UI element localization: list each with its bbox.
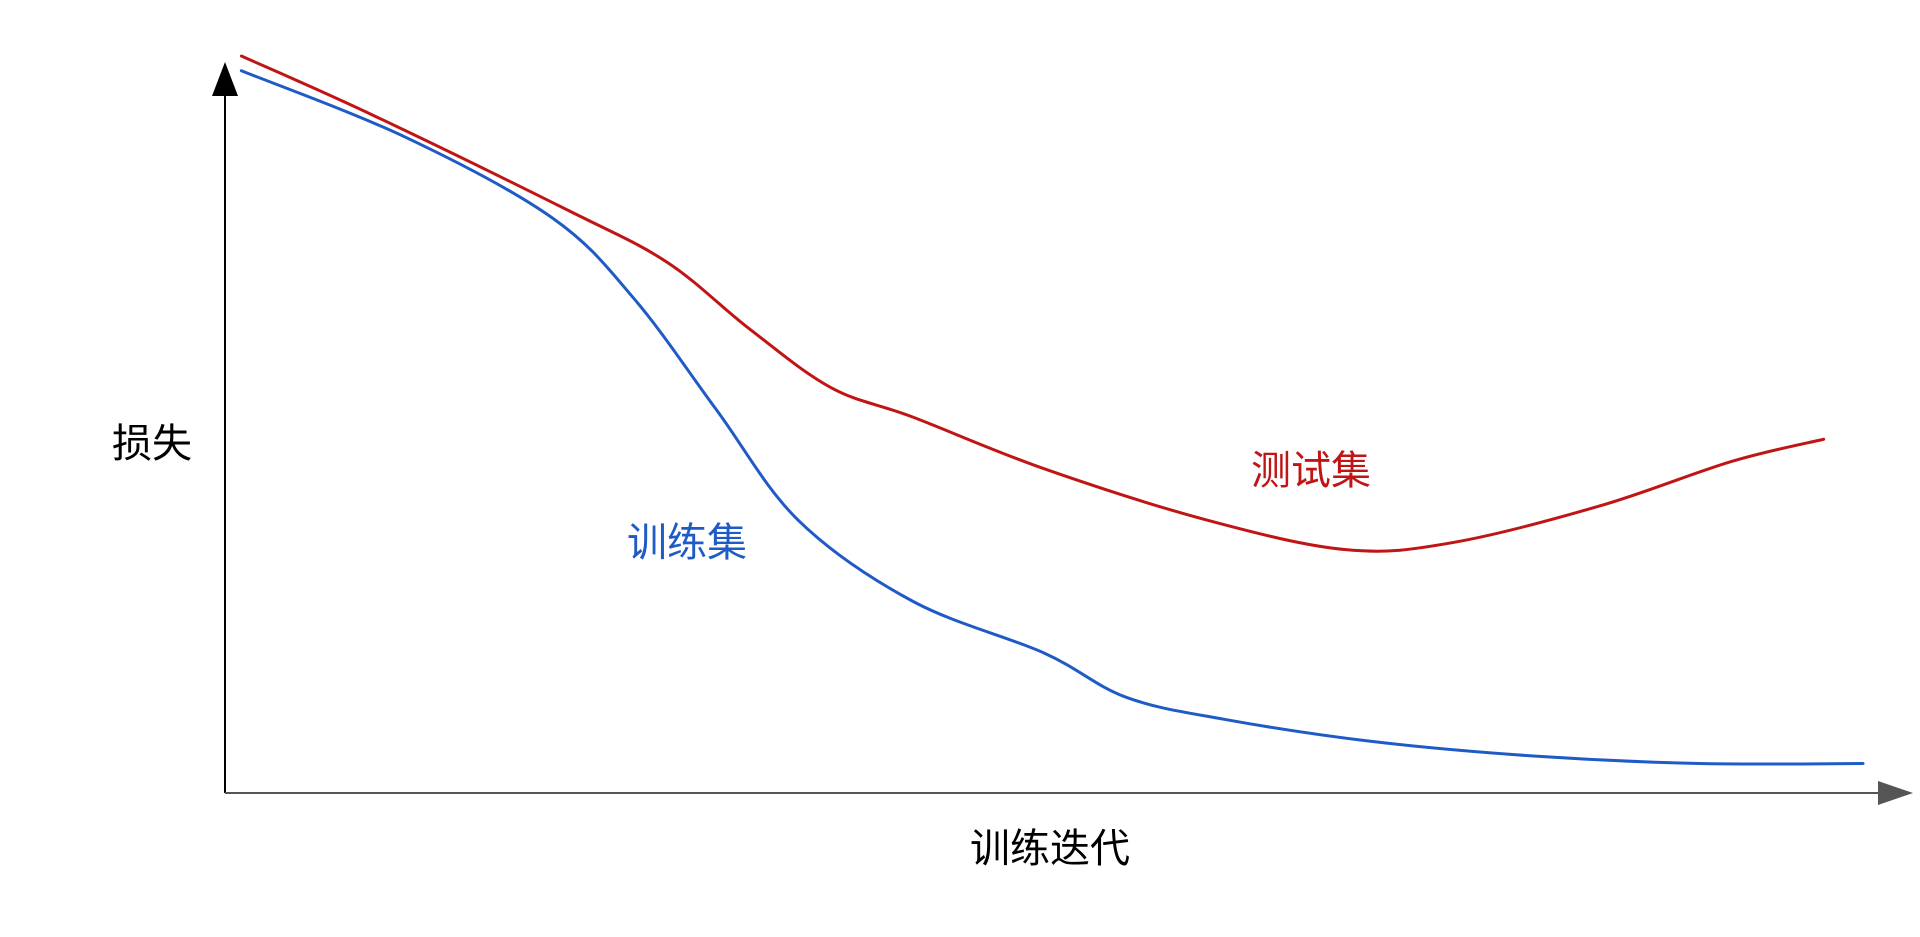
series-line-train: [239, 69, 1865, 766]
y-axis-label: 损失: [112, 421, 192, 467]
series-label-test: 测试集: [1251, 448, 1371, 494]
series-label-train: 训练集: [627, 520, 747, 566]
y-axis-arrow-icon: [212, 62, 238, 96]
x-axis-label: 训练迭代: [970, 826, 1130, 872]
series-line-test: [239, 54, 1826, 553]
series-layer: [239, 54, 1865, 766]
x-axis-arrow-icon: [1878, 781, 1913, 805]
